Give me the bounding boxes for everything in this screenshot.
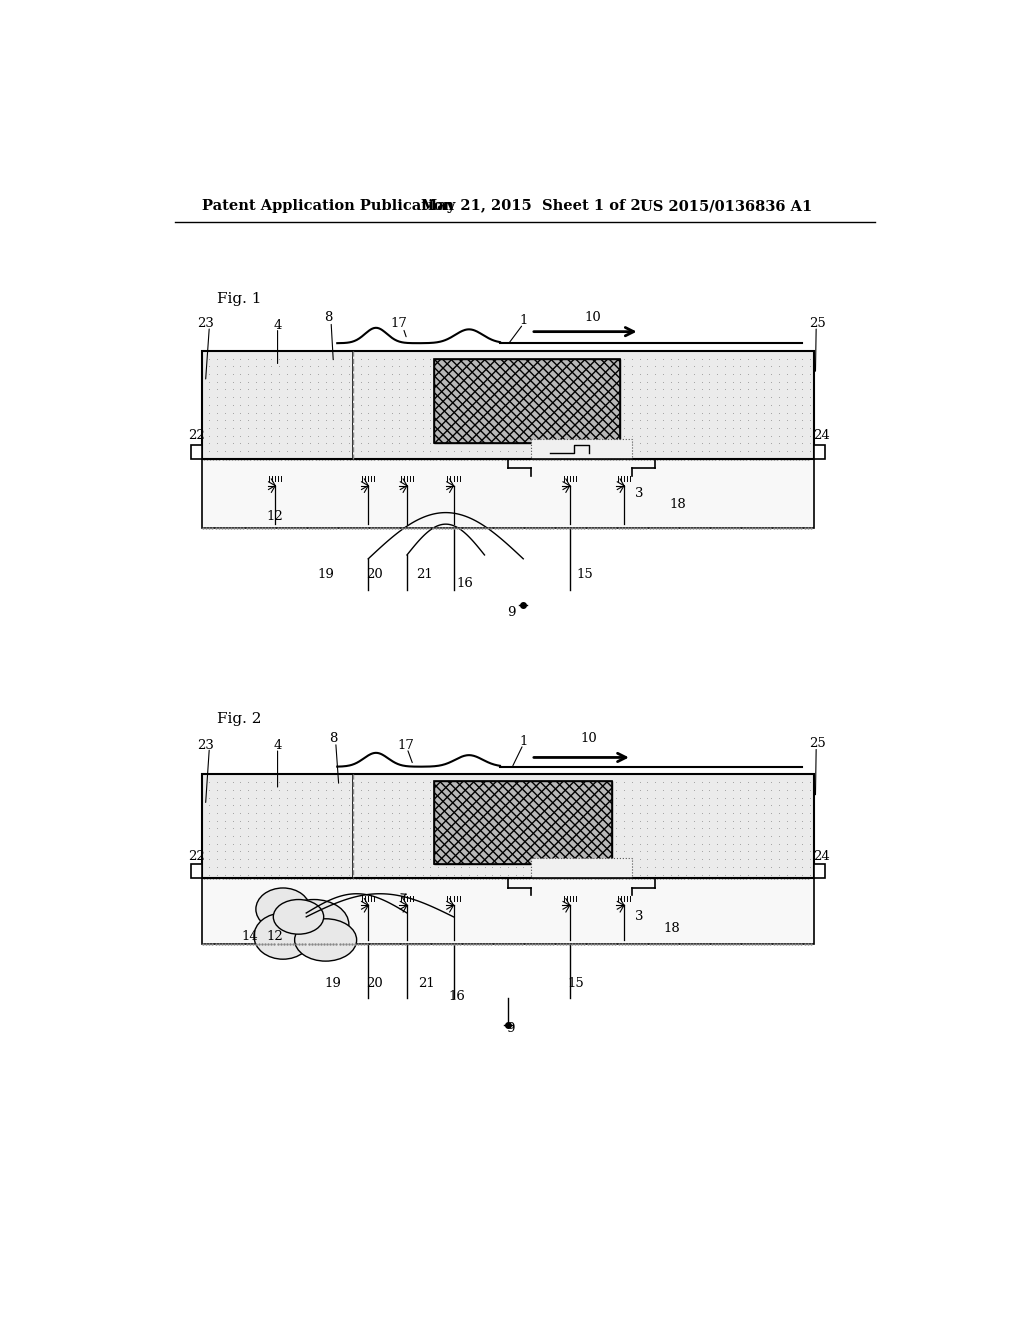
Ellipse shape: [256, 888, 310, 931]
Text: 17: 17: [391, 317, 408, 330]
Bar: [202, 775, 814, 878]
Text: 18: 18: [670, 499, 687, 511]
Text: 9: 9: [506, 1022, 514, 1035]
Bar: [202, 878, 814, 944]
Text: 21: 21: [418, 977, 435, 990]
Bar: [190, 865, 202, 878]
Text: 3: 3: [635, 911, 644, 924]
Text: US 2015/0136836 A1: US 2015/0136836 A1: [640, 199, 812, 213]
Text: 24: 24: [813, 850, 830, 863]
Text: 23: 23: [197, 739, 214, 751]
Text: 16: 16: [457, 577, 473, 590]
Text: 22: 22: [187, 429, 205, 442]
Text: 15: 15: [567, 977, 585, 990]
Text: 24: 24: [813, 429, 830, 442]
Bar: [202, 459, 814, 528]
Bar: [434, 780, 612, 863]
Ellipse shape: [273, 899, 324, 935]
Text: 1: 1: [519, 735, 527, 748]
Text: May 21, 2015  Sheet 1 of 2: May 21, 2015 Sheet 1 of 2: [421, 199, 641, 213]
Text: 15: 15: [577, 568, 594, 581]
Text: 18: 18: [664, 921, 680, 935]
Text: 8: 8: [329, 733, 338, 746]
Text: 20: 20: [366, 568, 383, 581]
Bar: [434, 359, 621, 444]
Text: 21: 21: [417, 568, 433, 581]
Bar: [202, 351, 814, 459]
Text: 23: 23: [197, 317, 214, 330]
Text: 4: 4: [273, 319, 282, 333]
Bar: [434, 359, 621, 444]
Ellipse shape: [280, 899, 349, 949]
Text: 9: 9: [507, 606, 516, 619]
Text: 20: 20: [366, 977, 383, 990]
Bar: [434, 359, 621, 444]
Text: 12: 12: [267, 510, 284, 523]
Text: 25: 25: [809, 317, 826, 330]
Text: 12: 12: [267, 929, 284, 942]
Text: 10: 10: [585, 310, 601, 323]
Text: 16: 16: [449, 990, 466, 1003]
Bar: [190, 445, 202, 459]
Text: 1: 1: [519, 314, 527, 326]
Ellipse shape: [295, 919, 356, 961]
Bar: [352, 775, 814, 878]
Text: 8: 8: [324, 312, 332, 325]
Text: 17: 17: [397, 739, 414, 751]
Bar: [202, 775, 352, 878]
Bar: [202, 351, 352, 459]
Bar: [352, 351, 814, 459]
Text: 19: 19: [317, 568, 334, 581]
Bar: [531, 858, 632, 878]
Text: Fig. 2: Fig. 2: [217, 711, 261, 726]
Bar: [434, 780, 612, 863]
Bar: [814, 445, 824, 459]
Text: Patent Application Publication: Patent Application Publication: [202, 199, 454, 213]
Text: 3: 3: [635, 487, 644, 500]
Bar: [814, 865, 824, 878]
Bar: [434, 780, 612, 863]
Ellipse shape: [254, 913, 312, 960]
Text: 10: 10: [581, 733, 597, 746]
Text: Fig. 1: Fig. 1: [217, 292, 261, 306]
Text: 19: 19: [325, 977, 342, 990]
Bar: [531, 438, 632, 459]
Text: 25: 25: [809, 737, 826, 750]
Text: 22: 22: [187, 850, 205, 863]
Text: 4: 4: [273, 739, 282, 751]
Text: 14: 14: [242, 929, 258, 942]
